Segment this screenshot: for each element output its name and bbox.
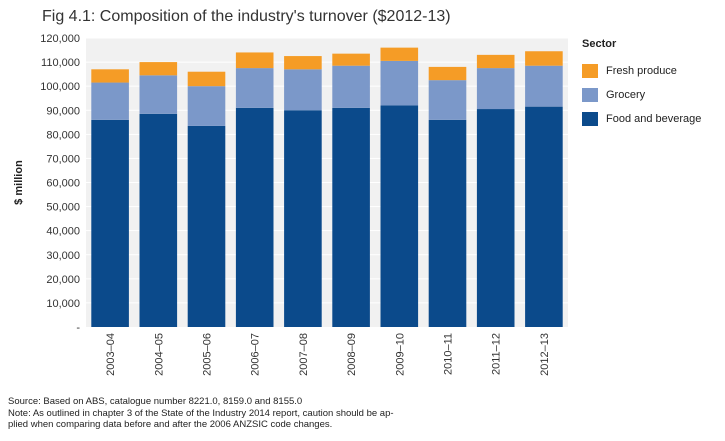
chart-title: Fig 4.1: Composition of the industry's t… [42,8,451,25]
legend-label-fresh-produce: Fresh produce [606,65,677,77]
bar-segment-fresh-produce [91,69,129,83]
legend-swatch-grocery [582,88,598,102]
bar-segment-fresh-produce [380,47,419,61]
footer-notes: Source: Based on ABS, catalogue number 8… [8,396,668,431]
bar-segment-food-and-beverage [525,106,563,327]
bar-segment-grocery [428,80,467,120]
bar-segment-grocery [187,86,226,126]
y-tick-label: 60,000 [46,178,80,190]
y-tick-label: 120,000 [40,33,80,45]
y-tick-label: 20,000 [46,274,80,286]
legend-swatch-food-and-beverage [582,112,598,126]
bar-segment-grocery [91,82,129,120]
legend: Sector Fresh produce Grocery Food and be… [582,38,701,131]
legend-label-grocery: Grocery [606,89,646,101]
y-tick-label: 90,000 [46,105,80,117]
y-tick-label: 30,000 [46,250,80,262]
bar-segment-grocery [284,69,322,111]
y-tick-label: 50,000 [46,202,80,214]
y-tick-label: 100,000 [40,81,80,93]
bar-segment-food-and-beverage [235,107,274,327]
y-tick-label: 40,000 [46,226,80,238]
x-tick-label: 2007–08 [298,333,310,376]
bar-segment-grocery [525,65,563,107]
legend-item-food-and-beverage: Food and beverage [582,107,701,131]
bar-segment-food-and-beverage [284,110,322,327]
bar-segment-food-and-beverage [139,113,178,327]
bar-segment-food-and-beverage [380,105,419,327]
caution-note-continued: plied when comparing data before and aft… [8,419,333,430]
bar-segment-food-and-beverage [476,109,515,327]
x-tick-label: 2009–10 [394,333,406,376]
legend-swatch-fresh-produce [582,64,598,78]
bar-segment-fresh-produce [284,56,322,70]
legend-item-fresh-produce: Fresh produce [582,59,701,83]
x-tick-label: 2003–04 [105,333,117,376]
bar-segment-fresh-produce [187,71,226,87]
bar-segment-fresh-produce [476,54,515,69]
bar-segment-fresh-produce [139,62,178,76]
x-tick-label: 2004–05 [153,333,165,376]
x-tick-label: 2012–13 [539,333,551,376]
caution-note: Note: As outlined in chapter 3 of the St… [8,407,394,419]
legend-title: Sector [582,38,617,50]
source-note: Source: Based on ABS, catalogue number 8… [8,396,303,407]
bar-segment-food-and-beverage [428,119,467,327]
legend-item-grocery: Grocery [582,83,701,107]
y-axis-label: $ million [13,160,25,205]
bar-segment-food-and-beverage [332,107,370,327]
bar-segment-grocery [476,68,515,110]
bar-segment-fresh-produce [332,53,370,66]
x-tick-label: 2005–06 [202,333,214,376]
y-tick-label: - [76,322,80,334]
bar-segment-grocery [380,60,419,106]
legend-label-food-and-beverage: Food and beverage [606,113,702,125]
y-tick-label: 110,000 [41,57,80,69]
x-tick-label: 2011–12 [491,333,503,375]
y-tick-label: 10,000 [46,298,80,310]
bar-segment-food-and-beverage [91,119,129,327]
bar-segment-grocery [139,75,178,114]
x-tick-label: 2006–07 [250,333,262,376]
y-tick-label: 70,000 [46,153,80,165]
bar-segment-food-and-beverage [187,125,226,327]
x-tick-label: 2008–09 [346,333,358,376]
bar-segment-fresh-produce [235,52,274,69]
bar-segment-grocery [332,65,370,108]
bar-segment-fresh-produce [428,66,467,81]
bar-segment-fresh-produce [525,51,563,66]
bar-segment-grocery [235,68,274,108]
y-tick-label: 80,000 [46,129,80,141]
x-tick-label: 2010–11 [443,333,455,375]
